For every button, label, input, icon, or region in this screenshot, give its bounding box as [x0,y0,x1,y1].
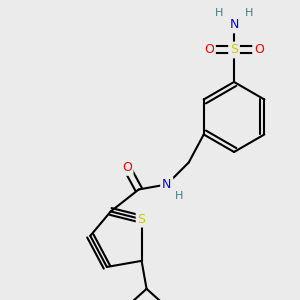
Text: H: H [245,8,253,18]
Text: S: S [230,44,238,56]
Text: H: H [175,191,183,202]
Text: S: S [138,213,146,226]
Text: O: O [122,161,132,174]
Text: O: O [254,44,264,56]
Text: O: O [204,44,214,56]
Text: N: N [230,19,239,32]
Text: H: H [215,8,223,18]
Text: N: N [162,178,171,191]
